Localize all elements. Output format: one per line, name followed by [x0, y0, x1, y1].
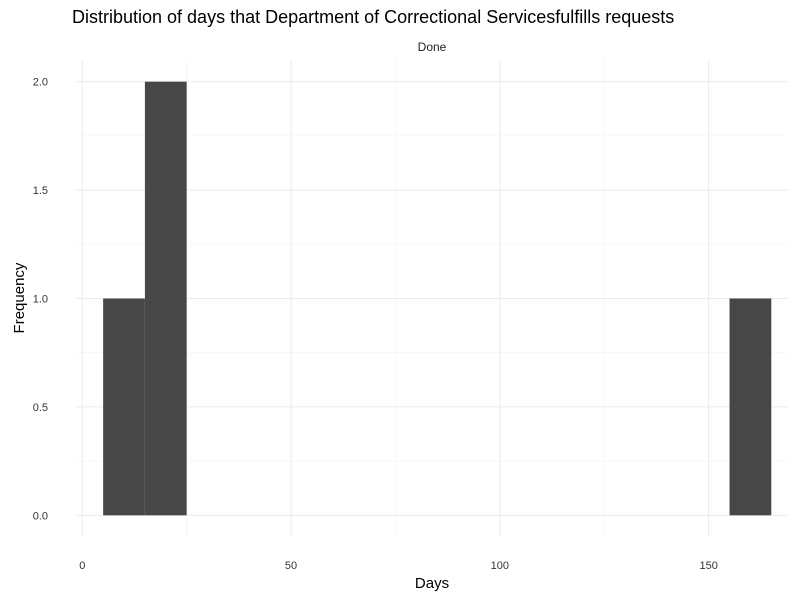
y-tick-label: 0.5 [33, 402, 48, 414]
y-tick-label: 1.5 [33, 185, 48, 197]
y-axis-ticks: 0.0 0.5 1.0 1.5 2.0 [33, 77, 48, 523]
histogram-bar [729, 298, 772, 516]
x-tick-label: 50 [285, 560, 297, 572]
facet-label: Done [418, 40, 447, 54]
chart-title: Distribution of days that Department of … [72, 7, 674, 27]
histogram-bar [144, 81, 187, 516]
y-axis-label: Frequency [11, 262, 28, 333]
x-tick-label: 0 [79, 560, 85, 572]
y-tick-label: 1.0 [33, 294, 48, 306]
histogram-bars [103, 81, 772, 516]
y-tick-label: 0.0 [33, 510, 48, 522]
x-tick-label: 150 [699, 560, 717, 572]
grid-lines [76, 60, 788, 537]
x-axis-label: Days [415, 575, 449, 592]
x-axis-ticks: 0 50 100 150 [79, 560, 718, 572]
x-tick-label: 100 [491, 560, 509, 572]
y-tick-label: 2.0 [33, 77, 48, 89]
histogram-bar [103, 298, 145, 516]
